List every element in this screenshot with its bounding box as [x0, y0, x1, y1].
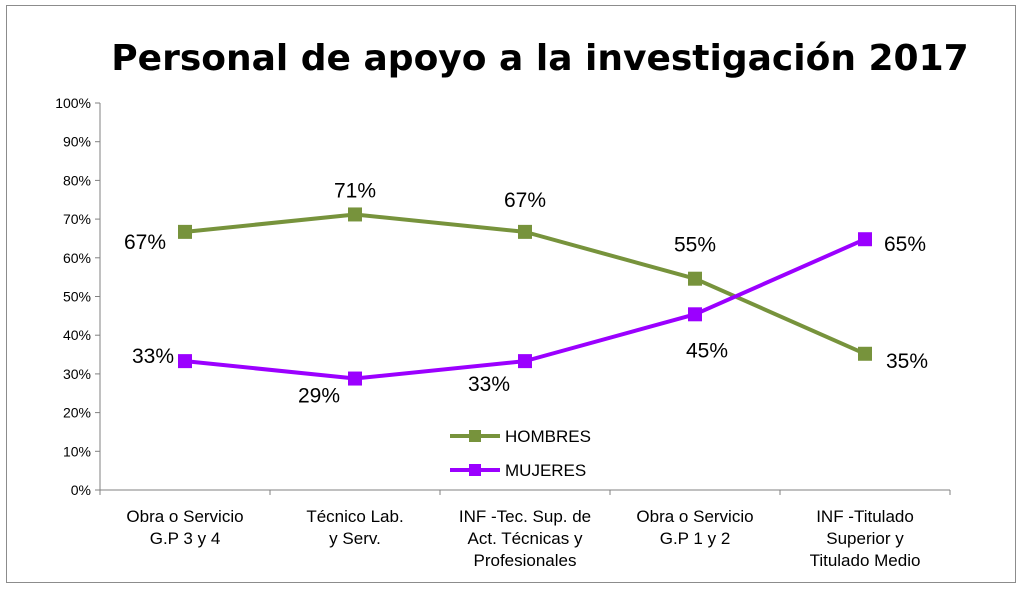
data-label-hombres: 55%	[674, 234, 716, 257]
series-layer	[178, 207, 872, 386]
data-labels: 67% 71% 67% 55% 35% 33% 29% 33% 45% 65%	[124, 179, 928, 407]
data-point-mujeres	[178, 354, 192, 369]
y-tick-label: 50%	[63, 289, 91, 305]
legend: HOMBRES MUJERES	[450, 427, 591, 480]
data-label-mujeres: 33%	[132, 345, 174, 368]
data-label-mujeres: 45%	[686, 339, 728, 362]
x-tick-label: INF -Titulado Superior y Titulado Medio	[810, 507, 921, 570]
chart-frame	[6, 5, 1016, 583]
axes: 0% 10% 20% 30% 40% 50% 60% 70% 80% 90% 100% Obra o …	[55, 95, 951, 570]
data-point-mujeres	[688, 307, 702, 322]
data-point-hombres	[518, 224, 532, 239]
legend-swatch-marker	[469, 464, 481, 476]
y-tick-label: 20%	[63, 405, 91, 421]
y-tick-label: 70%	[63, 211, 91, 227]
data-point-mujeres	[518, 354, 532, 369]
x-tick-label: Técnico Lab. y Serv.	[306, 507, 403, 548]
chart-title: Personal de apoyo a la investigación 201…	[111, 38, 968, 79]
y-tick-label: 100%	[55, 95, 91, 111]
legend-swatch-marker	[469, 430, 481, 442]
y-tick-label: 10%	[63, 443, 91, 459]
data-point-hombres	[178, 224, 192, 239]
data-label-hombres: 67%	[504, 189, 546, 212]
y-tick-label: 90%	[63, 134, 91, 150]
data-point-mujeres	[858, 232, 872, 247]
y-tick-label: 60%	[63, 250, 91, 266]
data-label-mujeres: 33%	[468, 373, 510, 396]
data-point-mujeres	[348, 371, 362, 386]
y-tick-label: 30%	[63, 366, 91, 382]
data-label-mujeres: 29%	[298, 385, 340, 408]
data-point-hombres	[688, 271, 702, 286]
data-point-hombres	[348, 207, 362, 222]
data-label-hombres: 67%	[124, 231, 166, 254]
x-tick-label: INF -Tec. Sup. de Act. Técnicas y Profesio…	[459, 507, 591, 570]
y-tick-label: 0%	[71, 482, 91, 498]
data-label-hombres: 35%	[886, 350, 928, 373]
y-tick-label: 80%	[63, 172, 91, 188]
x-tick-label: Obra o Servicio G.P 3 y 4	[126, 507, 243, 548]
data-point-hombres	[858, 346, 872, 361]
legend-label: MUJERES	[505, 461, 586, 480]
x-tick-label: Obra o Servicio G.P 1 y 2	[636, 507, 753, 548]
data-label-hombres: 71%	[334, 179, 376, 202]
y-tick-label: 40%	[63, 327, 91, 343]
legend-label: HOMBRES	[505, 427, 591, 446]
data-label-mujeres: 65%	[884, 233, 926, 256]
